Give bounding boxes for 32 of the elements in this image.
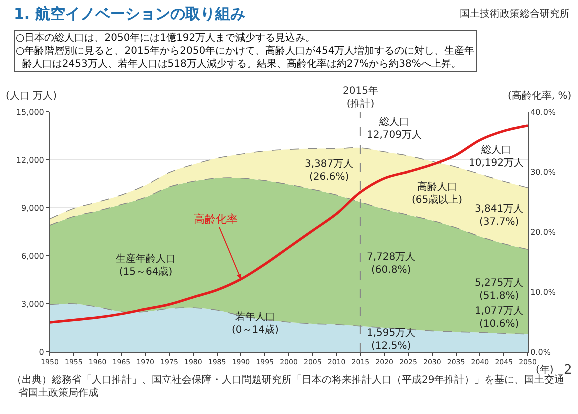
x-axis-title: (年) [536,364,554,376]
annotation: 総人口 12,709万人 [367,116,422,141]
annotation: 5,275万人 (51.8%) [475,278,524,302]
chart-title: 1. 航空イノベーションの取り組み [14,5,246,23]
y-tick-label: 12,000 [16,156,44,165]
y-tick-label: 15,000 [16,108,44,117]
y-tick-label: 9,000 [21,204,44,213]
series-label: 生産年齢人口 (15～64歳) [116,253,176,278]
y-tick-label: 0 [39,348,44,357]
y2-tick-label: 40.0% [530,108,556,117]
y-tick-label: 6,000 [21,252,44,261]
annotation: 3,841万人 (37.7%) [475,204,524,228]
series-label: 高齢人口 (65歳以上) [412,181,463,206]
text: 高齢化率 [194,213,238,226]
y2-tick-label: 20.0% [530,228,556,237]
annotation: 1,077万人 (10.6%) [475,306,524,330]
annotation: 1,595万人 (12.5%) [367,328,416,352]
text: 国土技術政策総合研究所 [460,8,570,20]
text: 2 [564,363,572,378]
y-axis-title: (人口 万人) [6,91,58,102]
y-tick-label: 3,000 [21,300,44,309]
chart-subtitle: ○日本の総人口は、2050年には1億192万人まで減少する見込み。 ○年齢階層別に見ると、2015年から2050年にかけて、高齢人口が454万人増加するのに対し、生産年齢人口は2453万人、若年人口は518万人減少する。結果、高齢化率は約27%から約38%へ上昇。 [16,32,475,70]
y2-axis-title: (高齢化率, %) [508,90,572,102]
annotation: 3,387万人 (26.6%) [305,159,354,183]
y2-tick-label: 0.0% [530,348,552,357]
y2-tick-label: 10.0% [530,288,556,297]
ref-line-label: 2015年 (推計) [343,85,378,110]
y2-tick-label: 30.0% [530,168,556,177]
series-label: 若年人口 (0～14歳) [232,311,279,336]
text: （出典）総務省「人口推計」、国立社会保障・人口問題研究所「日本の将来推計人口（平成29年推計）」を基に、国土交通省国土政策局作成 [12,374,565,399]
annotation: 7,728万人 (60.8%) [367,252,416,276]
annotation: 総人口 10,192万人 [469,144,524,169]
